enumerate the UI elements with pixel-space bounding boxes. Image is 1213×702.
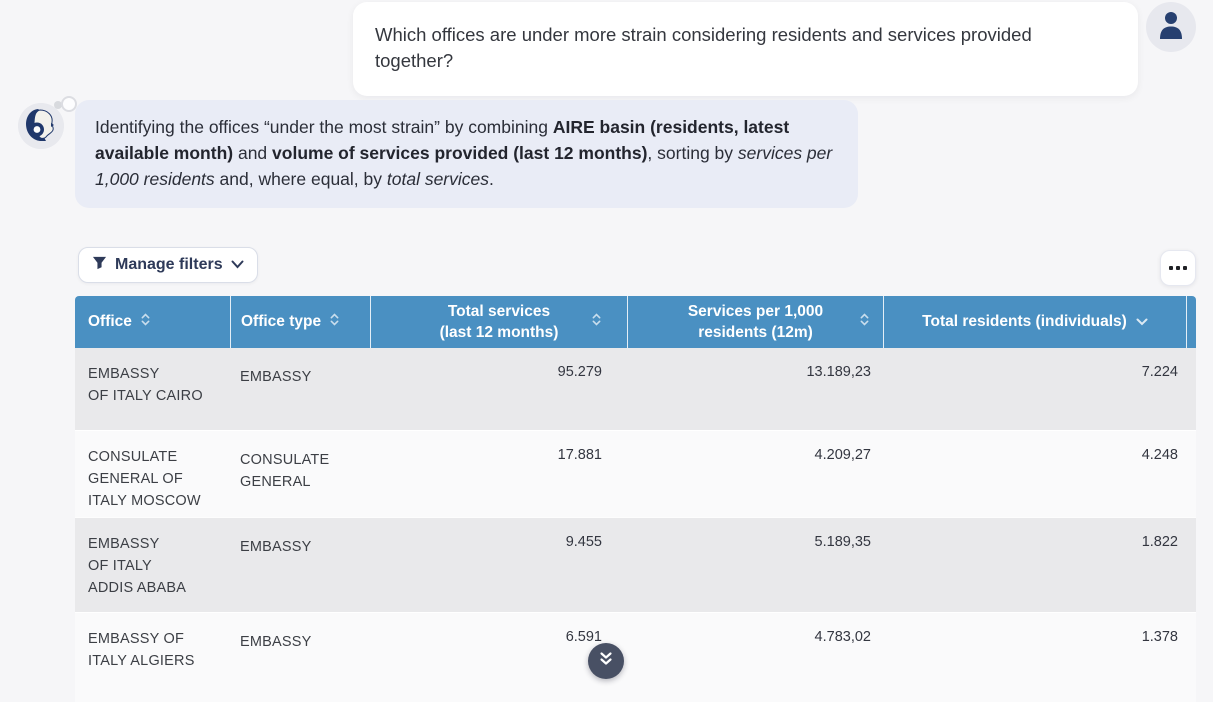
cell-office-type: EMBASSY <box>240 539 312 555</box>
table-row: EMBASSY OF ITALY ALGIERS EMBASSY 6.591 4… <box>75 612 1196 702</box>
assistant-message-bubble: Identifying the offices “under the most … <box>75 100 858 208</box>
assistant-avatar <box>18 103 64 149</box>
user-message-bubble: Which offices are under more strain cons… <box>353 2 1138 96</box>
sort-icon <box>330 312 339 332</box>
assistant-text-segment: , sorting by <box>647 143 738 163</box>
column-header-services-per-1000[interactable]: Services per 1,000 residents (12m) <box>627 296 883 348</box>
cell-total-residents: 7.224 <box>1141 364 1178 380</box>
column-header-label: Services per 1,000 <box>687 303 824 320</box>
sort-icon <box>141 312 150 332</box>
cell-office: EMBASSY OF ITALY ADDIS ABABA <box>88 536 187 596</box>
manage-filters-label: Manage filters <box>115 256 223 273</box>
column-header-label: Total residents (individuals) <box>922 313 1127 330</box>
results-table: Office Office type Total services (last … <box>75 296 1196 702</box>
column-header-spacer <box>1186 296 1196 348</box>
column-header-label: residents (12m) <box>698 324 813 341</box>
scroll-to-bottom-button[interactable] <box>588 643 624 679</box>
table-row: EMBASSY OF ITALY ADDIS ABABA EMBASSY 9.4… <box>75 517 1196 612</box>
cell-total-services: 95.279 <box>557 364 602 380</box>
column-header-label: Total services <box>447 303 551 320</box>
assistant-text-segment: and <box>233 143 273 163</box>
sort-icon <box>860 312 869 332</box>
manage-filters-button[interactable]: Manage filters <box>78 247 258 283</box>
column-header-label: Office type <box>241 313 322 330</box>
cell-office: EMBASSY OF ITALY CAIRO <box>88 366 203 404</box>
column-header-label: Office <box>88 313 132 330</box>
cell-total-services: 17.881 <box>557 447 602 463</box>
cell-services-per-1000: 5.189,35 <box>814 534 871 550</box>
column-header-total-services[interactable]: Total services (last 12 months) <box>370 296 627 348</box>
cell-total-services: 9.455 <box>565 534 602 550</box>
cell-services-per-1000: 4.783,02 <box>814 629 871 645</box>
more-options-button[interactable] <box>1160 250 1196 286</box>
cell-office: EMBASSY OF ITALY ALGIERS <box>88 631 195 669</box>
robot-icon <box>18 103 64 149</box>
assistant-text-segment-italic: total services <box>386 169 489 189</box>
cell-total-residents: 1.822 <box>1141 534 1178 550</box>
cell-total-residents: 4.248 <box>1141 447 1178 463</box>
ellipsis-icon <box>1169 266 1187 270</box>
cell-office-type: EMBASSY <box>240 369 312 385</box>
column-header-office[interactable]: Office <box>75 296 230 348</box>
cell-total-services: 6.591 <box>565 629 602 645</box>
sort-icon <box>592 312 601 332</box>
assistant-text-segment-italic: services per 1,000 residents <box>95 143 833 189</box>
table-header-row: Office Office type Total services (last … <box>75 296 1196 348</box>
assistant-text-segment: and, where equal, by <box>214 169 387 189</box>
column-header-total-residents[interactable]: Total residents (individuals) <box>883 296 1186 348</box>
cell-services-per-1000: 4.209,27 <box>814 447 871 463</box>
cell-total-residents: 1.378 <box>1141 629 1178 645</box>
filter-icon <box>92 255 107 275</box>
chevron-down-icon <box>231 256 244 274</box>
cell-office: CONSULATE GENERAL OF ITALY MOSCOW <box>88 449 201 509</box>
cell-office-type: EMBASSY <box>240 634 312 650</box>
thought-dot-large <box>61 96 77 112</box>
column-header-label: (last 12 months) <box>439 324 559 341</box>
person-icon <box>1157 10 1185 45</box>
assistant-text-segment-bold: volume of services provided (last 12 mon… <box>272 143 648 163</box>
assistant-text-segment-bold: AIRE basin (residents, latest available … <box>95 117 790 163</box>
cell-services-per-1000: 13.189,23 <box>806 364 871 380</box>
user-avatar <box>1146 2 1196 52</box>
chevron-down-icon <box>1136 313 1148 331</box>
table-row: CONSULATE GENERAL OF ITALY MOSCOW CONSUL… <box>75 430 1196 517</box>
double-chevron-down-icon <box>598 651 614 672</box>
cell-office-type: CONSULATE GENERAL <box>240 452 330 490</box>
column-header-office-type[interactable]: Office type <box>230 296 370 348</box>
table-row: EMBASSY OF ITALY CAIRO EMBASSY 95.279 13… <box>75 348 1196 430</box>
user-message-text: Which offices are under more strain cons… <box>375 24 1032 71</box>
assistant-text-segment: . <box>489 169 494 189</box>
assistant-text-segment: Identifying the offices “under the most … <box>95 117 553 137</box>
thought-dot-small <box>54 101 62 109</box>
